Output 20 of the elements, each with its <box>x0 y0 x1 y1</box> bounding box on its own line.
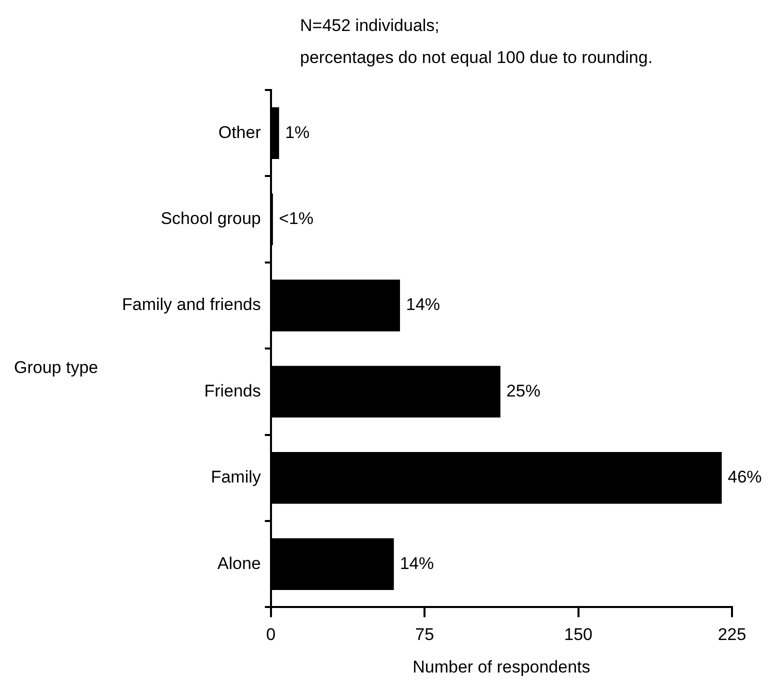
x-tick-label: 75 <box>415 625 434 644</box>
annotation: 46% <box>728 468 762 487</box>
y-tick-label: Other <box>218 122 262 142</box>
annotation: 14% <box>400 554 434 573</box>
x-axis-title: Number of respondents <box>412 657 590 676</box>
annotation: 14% <box>406 295 440 314</box>
text: percentages do not equal 100 due to rounding. <box>300 48 653 68</box>
y-tick-label: Family <box>210 468 262 487</box>
y-axis-title: Group type <box>14 358 98 378</box>
annotation: 1% <box>285 122 310 142</box>
text: N=452 individuals; <box>300 16 440 36</box>
y-tick-label: School group <box>160 208 261 228</box>
annotation: <1% <box>278 208 314 228</box>
y-tick-label: Alone <box>217 554 261 573</box>
y-tick-label: Family and friends <box>122 295 261 314</box>
x-tick-label: 150 <box>564 625 592 644</box>
y-tick-label: Friends <box>204 381 261 400</box>
x-tick-label: 0 <box>266 625 276 644</box>
annotation: 25% <box>506 381 540 400</box>
x-tick-label: 225 <box>718 625 746 644</box>
